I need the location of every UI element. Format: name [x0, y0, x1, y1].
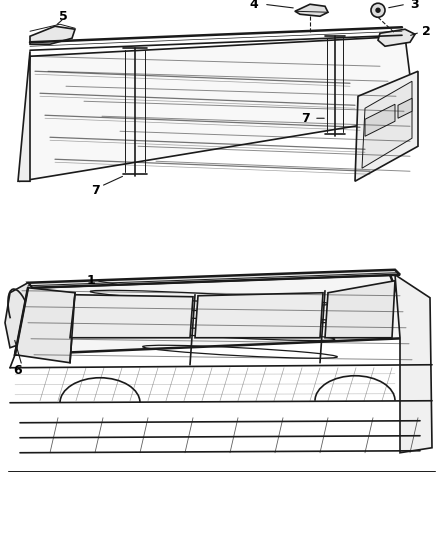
Text: 7: 7 [91, 184, 99, 197]
Polygon shape [70, 295, 193, 338]
Polygon shape [362, 81, 412, 168]
Text: 3: 3 [410, 0, 419, 11]
Polygon shape [20, 36, 415, 181]
Circle shape [376, 8, 380, 12]
Polygon shape [355, 71, 418, 181]
Polygon shape [28, 270, 400, 288]
Text: 2: 2 [422, 25, 431, 38]
Text: 6: 6 [14, 364, 22, 377]
Polygon shape [15, 288, 75, 363]
Polygon shape [365, 104, 395, 136]
Polygon shape [15, 274, 415, 355]
Polygon shape [325, 281, 395, 338]
Text: 4: 4 [249, 0, 258, 11]
Polygon shape [378, 29, 415, 46]
Polygon shape [295, 4, 328, 16]
Polygon shape [398, 98, 412, 118]
Polygon shape [30, 26, 75, 44]
Polygon shape [18, 51, 30, 181]
Text: 7: 7 [301, 112, 310, 125]
Circle shape [371, 3, 385, 17]
Text: 1: 1 [86, 274, 95, 287]
Polygon shape [195, 293, 323, 338]
Polygon shape [395, 274, 432, 453]
Polygon shape [5, 282, 32, 348]
Text: 5: 5 [59, 10, 68, 23]
